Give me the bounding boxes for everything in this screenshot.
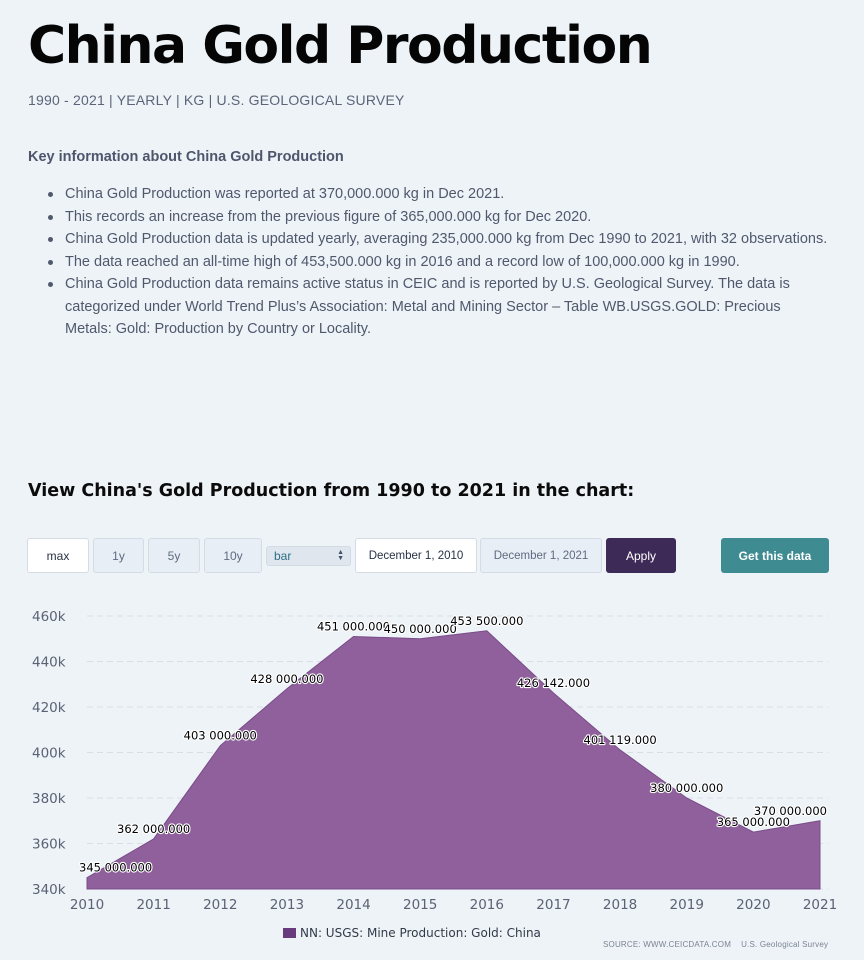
get-data-button[interactable]: Get this data: [721, 538, 829, 573]
legend-label: NN: USGS: Mine Production: Gold: China: [300, 926, 541, 940]
data-label: 426 142.000: [517, 676, 590, 690]
key-info-item: This records an increase from the previo…: [48, 206, 828, 229]
x-tick-label: 2019: [670, 897, 704, 913]
y-tick-label: 340k: [32, 882, 66, 898]
data-label: 451 000.000: [317, 619, 390, 633]
key-info-item: China Gold Production data remains activ…: [48, 273, 828, 341]
x-tick-label: 2021: [803, 897, 837, 913]
data-label: 403 000.000: [184, 729, 257, 743]
series-area: [86, 630, 821, 890]
key-info-list: China Gold Production was reported at 37…: [48, 183, 828, 341]
x-tick-label: 2016: [470, 897, 504, 913]
key-info-heading: Key information about China Gold Product…: [28, 149, 344, 165]
chart-type-select[interactable]: bar ▲ ▼: [266, 546, 351, 566]
data-label: 345 000.000: [79, 861, 152, 875]
page-title: China Gold Production: [28, 16, 653, 76]
select-arrows-icon: ▲ ▼: [337, 549, 344, 562]
range-button-max[interactable]: max: [27, 538, 89, 573]
data-label: 365 000.000: [717, 815, 790, 829]
y-tick-label: 360k: [32, 837, 66, 853]
page-subtitle: 1990 - 2021 | YEARLY | KG | U.S. GEOLOGI…: [28, 92, 405, 108]
end-date-input[interactable]: December 1, 2021: [480, 538, 602, 573]
source-note: SOURCE: WWW.CEICDATA.COM U.S. Geological …: [603, 940, 828, 949]
chart-section-heading: View China's Gold Production from 1990 t…: [28, 481, 635, 501]
legend-swatch: [283, 928, 296, 938]
provider-text: U.S. Geological Survey: [741, 940, 829, 949]
x-tick-label: 2014: [336, 897, 370, 913]
y-tick-label: 420k: [32, 700, 66, 716]
chart-type-value: bar: [274, 549, 292, 563]
x-tick-label: 2010: [70, 897, 104, 913]
apply-button[interactable]: Apply: [606, 538, 676, 573]
data-label: 380 000.000: [650, 781, 723, 795]
key-info-item: The data reached an all-time high of 453…: [48, 251, 828, 274]
x-tick-label: 2012: [203, 897, 237, 913]
data-label: 428 000.000: [250, 672, 323, 686]
key-info-item: China Gold Production was reported at 37…: [48, 183, 828, 206]
data-label: 362 000.000: [117, 822, 190, 836]
range-button-1y[interactable]: 1y: [93, 538, 144, 573]
data-label: 450 000.000: [384, 622, 457, 636]
y-tick-label: 380k: [32, 791, 66, 807]
key-info-item: China Gold Production data is updated ye…: [48, 228, 828, 251]
source-text: SOURCE: WWW.CEICDATA.COM: [603, 940, 732, 949]
data-label: 453 500.000: [450, 614, 523, 628]
x-tick-label: 2017: [536, 897, 570, 913]
data-label: 401 119.000: [584, 733, 657, 747]
start-date-input[interactable]: December 1, 2010: [355, 538, 477, 573]
area-chart: 340k 360k 380k 400k 420k 440k 460k 2010 2011 201…: [32, 609, 837, 940]
x-tick-label: 2018: [603, 897, 637, 913]
range-button-5y[interactable]: 5y: [148, 538, 200, 573]
x-tick-label: 2013: [270, 897, 304, 913]
x-tick-label: 2011: [136, 897, 170, 913]
range-button-10y[interactable]: 10y: [204, 538, 262, 573]
x-tick-label: 2015: [403, 897, 437, 913]
y-tick-label: 460k: [32, 609, 66, 625]
data-label: 370 000.000: [754, 804, 827, 818]
y-tick-label: 440k: [32, 655, 66, 671]
y-tick-label: 400k: [32, 746, 66, 762]
x-tick-label: 2020: [736, 897, 770, 913]
